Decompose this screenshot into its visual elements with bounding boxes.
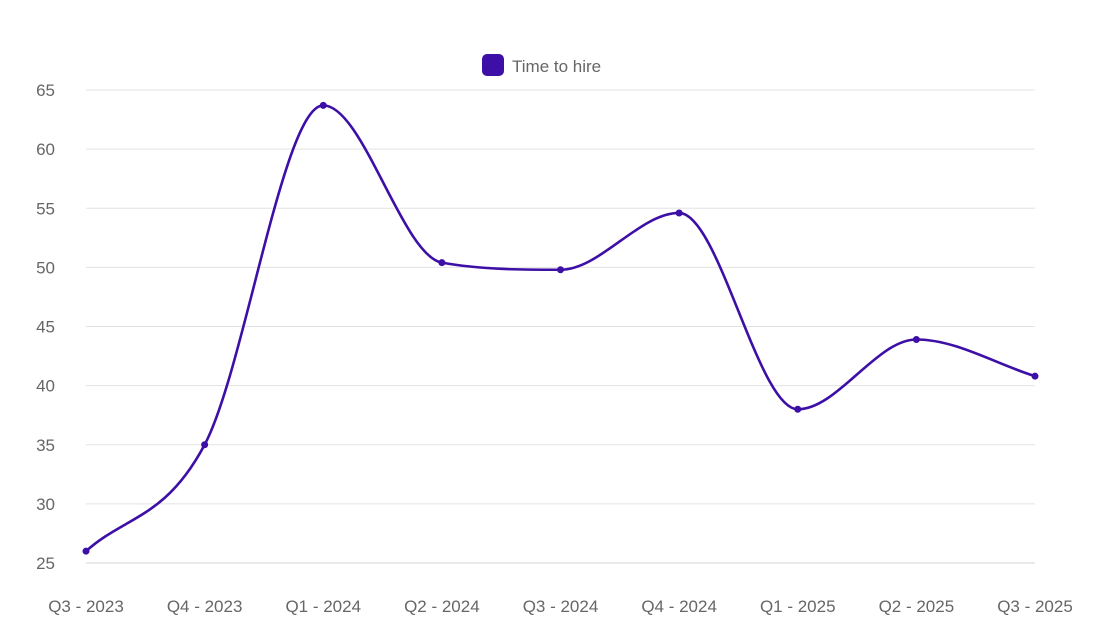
- y-tick-label: 45: [36, 318, 55, 337]
- y-tick-label: 60: [36, 140, 55, 159]
- y-tick-label: 55: [36, 199, 55, 218]
- data-point: [319, 101, 327, 109]
- y-tick-label: 65: [36, 81, 55, 100]
- x-axis-ticks: Q3 - 2023 Q4 - 2023 Q1 - 2024 Q2 - 2024 Q3 -…: [48, 597, 1073, 616]
- legend-swatch[interactable]: [482, 54, 504, 76]
- x-tick-label: Q1 - 2025: [760, 597, 836, 616]
- x-tick-label: Q4 - 2024: [641, 597, 717, 616]
- y-tick-label: 35: [36, 436, 55, 455]
- x-tick-label: Q4 - 2023: [167, 597, 243, 616]
- x-tick-label: Q1 - 2024: [285, 597, 361, 616]
- data-point: [201, 441, 209, 449]
- data-point: [794, 405, 802, 413]
- y-tick-label: 30: [36, 495, 55, 514]
- gridlines: [86, 89, 1035, 564]
- data-point: [1031, 372, 1039, 380]
- legend[interactable]: Time to hire: [482, 54, 601, 76]
- data-point: [438, 259, 446, 267]
- y-tick-label: 50: [36, 258, 55, 277]
- x-tick-label: Q3 - 2023: [48, 597, 124, 616]
- x-tick-label: Q3 - 2024: [523, 597, 599, 616]
- series-line: [84, 104, 1037, 553]
- series: [82, 101, 1039, 555]
- data-point: [675, 209, 683, 217]
- y-tick-label: 40: [36, 377, 55, 396]
- x-tick-label: Q3 - 2025: [997, 597, 1073, 616]
- y-axis-ticks: 25 30 35 40 45 50 55 60 65: [36, 81, 55, 573]
- data-point: [82, 547, 90, 555]
- y-tick-label: 25: [36, 554, 55, 573]
- legend-label[interactable]: Time to hire: [512, 57, 601, 76]
- x-tick-label: Q2 - 2024: [404, 597, 480, 616]
- x-tick-label: Q2 - 2025: [879, 597, 955, 616]
- data-point: [557, 266, 564, 274]
- data-point: [912, 336, 920, 344]
